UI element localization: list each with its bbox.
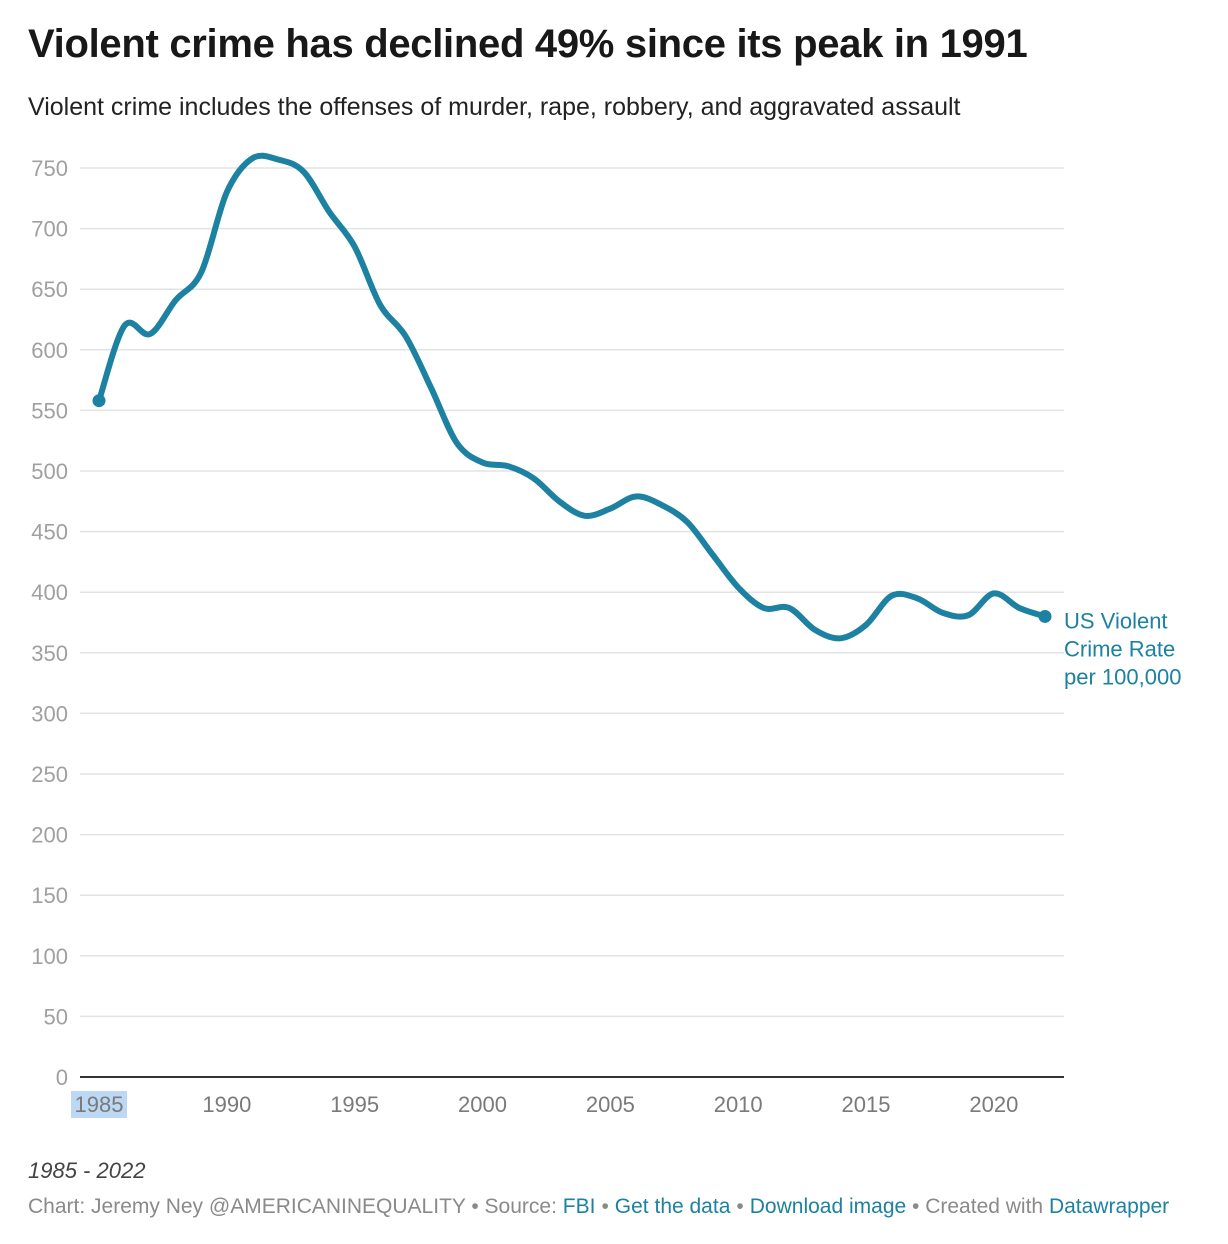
- y-tick-label: 450: [31, 520, 68, 545]
- y-tick-label: 700: [31, 217, 68, 242]
- y-tick-label: 550: [31, 398, 68, 423]
- footer-created-with: • Created with: [912, 1195, 1049, 1218]
- footer-separator: •: [736, 1195, 744, 1218]
- y-tick-label: 750: [31, 156, 68, 181]
- series-endpoint: [1038, 609, 1052, 623]
- get-data-link[interactable]: Get the data: [614, 1195, 731, 1218]
- series-label: Crime Rate: [1064, 636, 1175, 661]
- series-label-group: US Violent Crime Rate per 100,000: [1064, 608, 1181, 689]
- source-link[interactable]: FBI: [562, 1195, 596, 1218]
- line-chart: 0 50 100 150 200 250 300 350 400 450 500 550 600 650 7…: [31, 152, 1181, 1118]
- y-tick-label: 300: [31, 701, 68, 726]
- series-label: per 100,000: [1064, 664, 1181, 689]
- footer-separator: •: [601, 1195, 609, 1218]
- series-label: US Violent: [1064, 608, 1168, 633]
- y-tick-label: 200: [31, 823, 68, 848]
- x-tick-label: 1985: [75, 1092, 124, 1117]
- x-tick-label: 2020: [969, 1092, 1018, 1117]
- x-tick-label: 1995: [330, 1092, 379, 1117]
- y-tick-label: 150: [31, 883, 68, 908]
- y-tick-label: 600: [31, 338, 68, 363]
- chart-title: Violent crime has declined 49% since its…: [28, 22, 1028, 66]
- x-tick-label: 2005: [586, 1092, 635, 1117]
- x-tick-label: 2015: [842, 1092, 891, 1117]
- y-tick-label: 500: [31, 459, 68, 484]
- y-tick-label: 250: [31, 762, 68, 787]
- y-tick-label: 50: [44, 1004, 68, 1029]
- y-tick-label: 0: [56, 1065, 68, 1090]
- series-line: [96, 152, 1048, 642]
- download-image-link[interactable]: Download image: [749, 1195, 907, 1218]
- x-tick-label: 2010: [714, 1092, 763, 1117]
- x-tick-label: 2000: [458, 1092, 507, 1117]
- chart-notes: 1985 - 2022: [28, 1158, 146, 1183]
- chart-footer: Chart: Jeremy Ney @AMERICANINEQUALITY • …: [28, 1195, 1169, 1219]
- y-tick-label: 400: [31, 580, 68, 605]
- chart-subtitle: Violent crime includes the offenses of m…: [28, 93, 961, 121]
- datawrapper-link[interactable]: Datawrapper: [1048, 1195, 1170, 1218]
- footer-credit: Chart: Jeremy Ney @AMERICANINEQUALITY • …: [28, 1195, 563, 1218]
- x-tick-label: 1990: [202, 1092, 251, 1117]
- x-tick-highlight: [71, 1091, 127, 1118]
- y-tick-label: 100: [31, 944, 68, 969]
- y-tick-label: 650: [31, 277, 68, 302]
- series-endpoint: [92, 394, 106, 408]
- y-tick-label: 350: [31, 641, 68, 666]
